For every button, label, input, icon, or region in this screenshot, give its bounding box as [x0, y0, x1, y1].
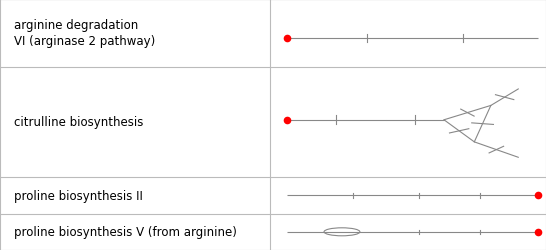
Text: proline biosynthesis II: proline biosynthesis II: [14, 189, 143, 202]
Text: citrulline biosynthesis: citrulline biosynthesis: [14, 116, 143, 129]
Text: proline biosynthesis V (from arginine): proline biosynthesis V (from arginine): [14, 226, 236, 238]
Text: arginine degradation
VI (arginase 2 pathway): arginine degradation VI (arginase 2 path…: [14, 19, 155, 48]
